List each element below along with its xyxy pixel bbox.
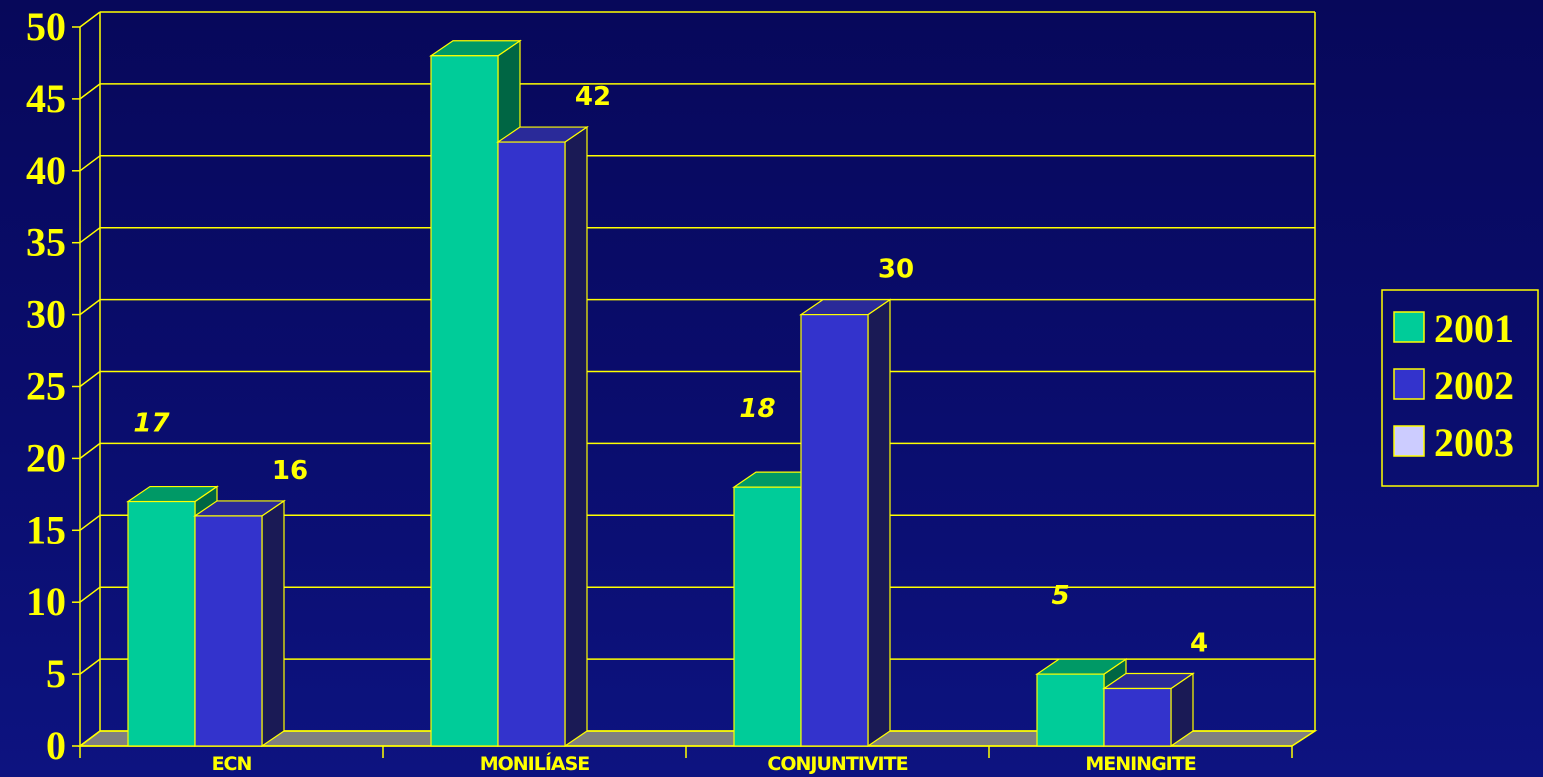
y-tick-label: 0 — [46, 723, 66, 768]
y-tick-label: 30 — [26, 292, 66, 337]
bar — [497, 141, 566, 747]
side-gridline — [79, 442, 101, 459]
data-label: 17 — [133, 409, 170, 439]
legend-label: 2003 — [1434, 420, 1514, 465]
bar-side — [867, 298, 891, 748]
side-gridline — [79, 11, 101, 28]
bar — [1036, 673, 1105, 747]
bar — [430, 55, 499, 747]
data-label: 4 — [1190, 628, 1208, 658]
y-tick-label: 45 — [26, 76, 66, 121]
side-gridline — [79, 83, 101, 100]
bar — [194, 515, 263, 747]
data-labels: 17481851642304 — [133, 82, 1208, 658]
legend-swatch — [1393, 368, 1425, 400]
y-tick-label: 35 — [26, 220, 66, 265]
data-label: 42 — [575, 82, 611, 112]
legend-label: 2002 — [1434, 363, 1514, 408]
bar — [1103, 687, 1172, 747]
bar — [800, 314, 869, 747]
bar — [127, 500, 196, 747]
legend-swatch — [1393, 311, 1425, 343]
y-axis-ticks: 0 5 10 15 20 25 30 35 40 45 50 — [26, 4, 66, 768]
side-gridline — [79, 370, 101, 388]
bar-side — [564, 125, 588, 748]
data-label: 5 — [1051, 581, 1069, 611]
data-label: 16 — [272, 456, 308, 486]
bar — [733, 486, 802, 747]
side-gridline — [79, 658, 101, 675]
bars — [126, 39, 1195, 748]
side-gridline — [79, 299, 101, 316]
y-tick-label: 20 — [26, 435, 66, 480]
legend-swatch — [1393, 425, 1425, 457]
legend-label: 2001 — [1434, 306, 1514, 351]
side-gridline — [79, 227, 101, 244]
y-tick-label: 15 — [26, 507, 66, 552]
bar-side — [261, 499, 285, 748]
side-gridline — [79, 514, 101, 531]
legend-box — [1381, 289, 1539, 487]
x-tick-label: CONJUNTIVITE — [767, 753, 907, 775]
legend: 2001 2002 2003 — [1381, 289, 1539, 487]
x-tick-label: MENINGITE — [1085, 753, 1195, 775]
y-tick-label: 50 — [26, 4, 66, 49]
data-label: 30 — [878, 255, 914, 285]
side-gridline — [79, 730, 101, 747]
side-gridline — [79, 586, 101, 603]
y-tick-label: 40 — [26, 148, 66, 193]
y-tick-label: 10 — [26, 579, 66, 624]
side-gridline — [79, 155, 101, 172]
y-tick-label: 5 — [46, 651, 66, 696]
x-tick-label: MONILÍASE — [480, 752, 590, 775]
y-tick-label: 25 — [26, 364, 66, 409]
x-axis-ticks: ECN MONILÍASE CONJUNTIVITE MENINGITE — [212, 752, 1197, 775]
data-label: 18 — [739, 394, 775, 424]
x-tick-label: ECN — [212, 753, 252, 775]
